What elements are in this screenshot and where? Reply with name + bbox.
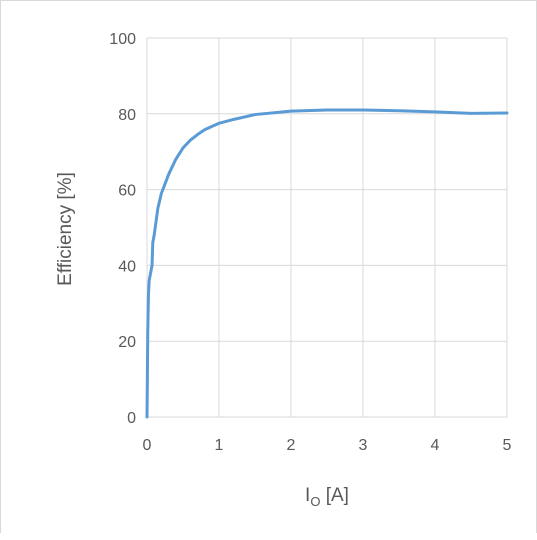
x-tick-label: 3 [359,437,368,454]
y-tick-label: 60 [118,183,136,200]
y-tick-label: 80 [118,107,136,124]
y-tick-label: 20 [118,334,136,351]
series-layer [145,108,509,419]
gridlines [146,37,508,418]
efficiency-series-line [145,108,509,419]
x-tick-label: 1 [215,437,224,454]
y-tick-label: 40 [118,258,136,275]
y-tick-label: 100 [109,31,136,48]
y-axis-label: Efficiency [%] [55,172,76,286]
x-axis-label-subscript: O [310,494,320,509]
x-axis-label-main: I [305,485,310,506]
y-tick-label: 0 [127,410,136,427]
x-tick-label: 5 [503,437,512,454]
x-tick-label: 4 [431,437,440,454]
x-tick-label: 2 [287,437,296,454]
x-axis-label-unit: [A] [320,485,349,506]
x-axis-label: IO [A] [305,485,349,509]
x-tick-label: 0 [143,437,152,454]
tick-labels: 0 20 40 60 80 100 0 1 2 3 4 5 [109,31,511,454]
